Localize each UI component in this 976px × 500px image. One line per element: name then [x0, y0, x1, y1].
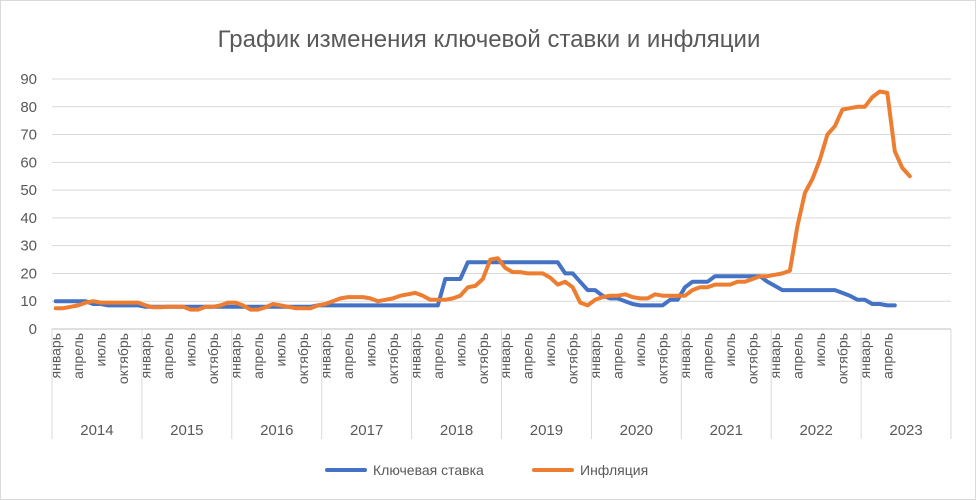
y-tick-label: 50	[20, 182, 37, 199]
x-month-label: октябрь	[385, 333, 401, 384]
y-tick-label: 0	[29, 321, 37, 338]
x-month-label: июль	[542, 333, 558, 366]
x-month-label: январь	[767, 333, 783, 378]
legend-entry: Инфляция	[580, 462, 648, 478]
x-month-label: апрель	[70, 333, 86, 379]
x-month-label: январь	[48, 333, 64, 378]
x-month-label: январь	[497, 333, 513, 378]
x-month-label: январь	[857, 333, 873, 378]
series-line	[53, 89, 912, 312]
x-month-label: апрель	[250, 333, 266, 379]
legend-entry: Ключевая ставка	[373, 462, 484, 478]
x-month-label: июль	[722, 333, 738, 366]
x-month-label: январь	[407, 333, 423, 378]
x-month-label: октябрь	[205, 333, 221, 384]
x-month-label: октябрь	[834, 333, 850, 384]
x-month-label: октябрь	[115, 333, 131, 384]
x-month-label: июль	[632, 333, 648, 366]
x-year-label: 2019	[530, 422, 563, 439]
x-month-label: июль	[452, 333, 468, 366]
y-tick-label: 20	[20, 265, 37, 282]
x-month-label: октябрь	[295, 333, 311, 384]
x-month-label: январь	[317, 333, 333, 378]
x-month-label: октябрь	[475, 333, 491, 384]
y-axis-ticks: 0 10 20 30 40 50 60 70 80 90	[20, 71, 37, 338]
x-month-label: июль	[812, 333, 828, 366]
x-year-label: 2014	[80, 422, 113, 439]
x-year-label: 2022	[799, 422, 832, 439]
x-month-label: апрель	[789, 333, 805, 379]
grid-lines	[52, 78, 951, 330]
y-tick-label: 10	[20, 293, 37, 310]
x-year-label: 2016	[260, 422, 293, 439]
x-month-label: январь	[587, 333, 603, 378]
x-year-label: 2021	[710, 422, 743, 439]
y-tick-label: 30	[20, 238, 37, 255]
x-month-label: апрель	[879, 333, 895, 379]
x-month-label: июль	[272, 333, 288, 366]
x-month-label: апрель	[610, 333, 626, 379]
x-month-label: апрель	[430, 333, 446, 379]
y-tick-label: 60	[20, 154, 37, 171]
chart-title: График изменения ключевой ставки и инфля…	[218, 26, 761, 53]
x-month-label: январь	[138, 333, 154, 378]
y-tick-label: 70	[20, 127, 37, 144]
y-tick-label: 80	[20, 99, 37, 116]
x-month-label: октябрь	[565, 333, 581, 384]
x-year-label: 2018	[440, 422, 473, 439]
x-month-label: апрель	[160, 333, 176, 379]
x-month-label: январь	[677, 333, 693, 378]
x-month-label: апрель	[700, 333, 716, 379]
legend: Ключевая ставка Инфляция	[325, 462, 648, 478]
y-tick-label: 40	[20, 210, 37, 227]
series-layer	[53, 89, 912, 312]
x-month-label: апрель	[340, 333, 356, 379]
y-tick-label: 90	[20, 71, 37, 88]
x-month-label: январь	[228, 333, 244, 378]
x-month-label: апрель	[520, 333, 536, 379]
x-month-label: июль	[362, 333, 378, 366]
x-month-label: июль	[183, 333, 199, 366]
x-year-label: 2015	[170, 422, 203, 439]
x-month-label: октябрь	[655, 333, 671, 384]
x-year-label: 2020	[620, 422, 653, 439]
x-year-label: 2017	[350, 422, 383, 439]
x-year-label: 2023	[889, 422, 922, 439]
x-month-label: октябрь	[744, 333, 760, 384]
x-month-label: июль	[93, 333, 109, 366]
